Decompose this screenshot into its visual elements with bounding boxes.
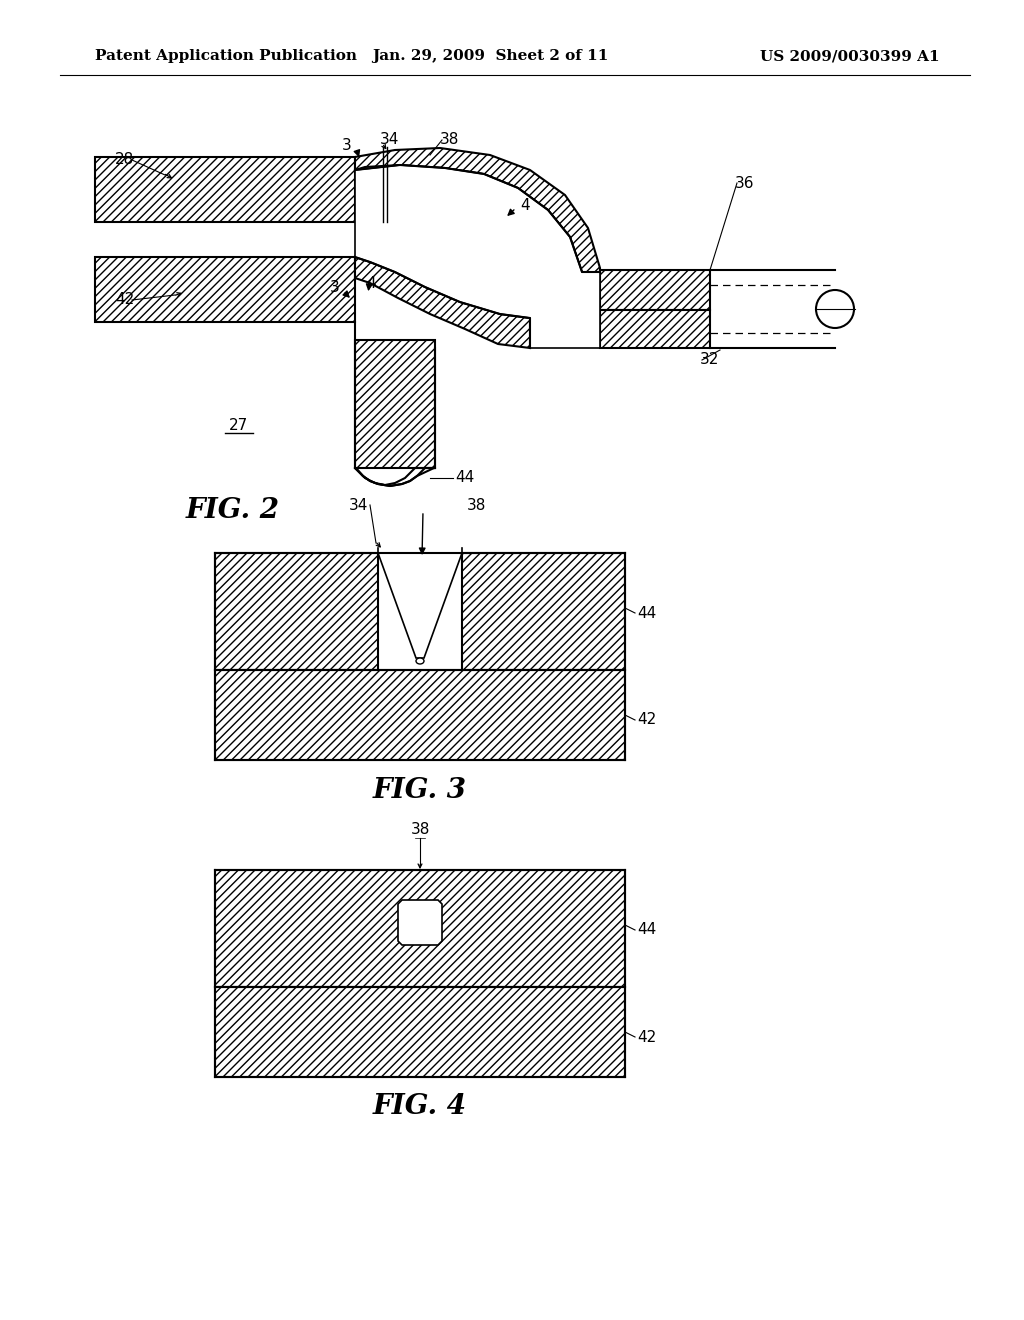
Text: 42: 42 — [637, 1030, 656, 1044]
Text: FIG. 3: FIG. 3 — [373, 776, 467, 804]
Text: US 2009/0030399 A1: US 2009/0030399 A1 — [761, 49, 940, 63]
Circle shape — [816, 290, 854, 327]
Polygon shape — [215, 553, 378, 671]
Polygon shape — [215, 987, 625, 1077]
Polygon shape — [215, 870, 625, 987]
Text: 4: 4 — [366, 276, 376, 290]
Polygon shape — [355, 341, 435, 469]
Text: 4: 4 — [520, 198, 529, 213]
Text: FIG. 4: FIG. 4 — [373, 1093, 467, 1121]
Text: 28: 28 — [115, 153, 134, 168]
Text: 34: 34 — [380, 132, 399, 148]
Polygon shape — [355, 148, 600, 310]
Polygon shape — [398, 900, 442, 945]
Text: 44: 44 — [637, 923, 656, 937]
Polygon shape — [355, 165, 600, 348]
Ellipse shape — [416, 657, 424, 664]
Text: 3: 3 — [331, 281, 340, 296]
Text: 44: 44 — [637, 606, 656, 620]
Text: Patent Application Publication: Patent Application Publication — [95, 49, 357, 63]
Text: FIG. 2: FIG. 2 — [186, 496, 280, 524]
Polygon shape — [600, 310, 710, 348]
Text: Jan. 29, 2009  Sheet 2 of 11: Jan. 29, 2009 Sheet 2 of 11 — [372, 49, 608, 63]
Text: 38: 38 — [440, 132, 460, 148]
Text: 34: 34 — [348, 498, 368, 512]
Text: 42: 42 — [637, 713, 656, 727]
Text: 3: 3 — [342, 137, 352, 153]
Text: 44: 44 — [455, 470, 474, 486]
Text: 38: 38 — [411, 822, 430, 837]
Polygon shape — [355, 165, 600, 348]
Text: 27: 27 — [228, 417, 248, 433]
Polygon shape — [95, 257, 355, 322]
Polygon shape — [462, 553, 625, 671]
Polygon shape — [600, 271, 710, 310]
Polygon shape — [215, 671, 625, 760]
Text: 36: 36 — [735, 176, 755, 190]
Text: 38: 38 — [467, 498, 486, 512]
Polygon shape — [355, 257, 530, 348]
Text: 42: 42 — [115, 293, 134, 308]
Text: 32: 32 — [700, 352, 720, 367]
Polygon shape — [378, 553, 462, 657]
Polygon shape — [95, 157, 355, 222]
